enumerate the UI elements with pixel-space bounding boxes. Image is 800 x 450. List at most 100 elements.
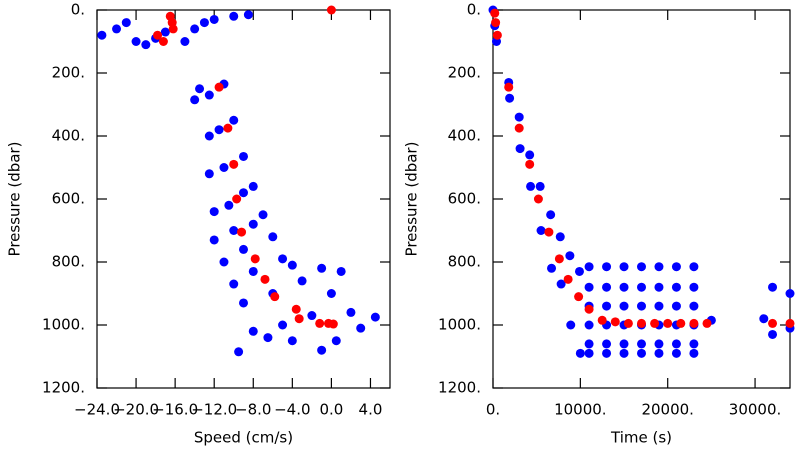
- point: [637, 262, 646, 272]
- point: [268, 232, 278, 242]
- point: [229, 11, 239, 21]
- point: [209, 14, 219, 24]
- point: [689, 301, 699, 311]
- y-tick-label: 400.: [52, 127, 85, 145]
- point: [331, 336, 341, 346]
- point: [619, 348, 629, 358]
- point: [602, 339, 612, 349]
- point: [315, 318, 325, 328]
- point: [491, 18, 501, 28]
- point: [515, 144, 525, 154]
- point: [514, 123, 524, 133]
- point: [563, 274, 573, 284]
- point: [525, 159, 535, 169]
- y-tick-label: 600.: [448, 190, 481, 208]
- point: [204, 90, 214, 100]
- point: [307, 311, 317, 321]
- point: [190, 24, 200, 34]
- point: [650, 318, 660, 328]
- point: [248, 326, 258, 336]
- point: [250, 254, 260, 264]
- point: [270, 292, 280, 302]
- point: [317, 263, 327, 273]
- x-axis-label: Time (s): [610, 429, 672, 447]
- point: [214, 82, 224, 92]
- point: [294, 314, 304, 324]
- y-tick-label: 200.: [52, 64, 85, 82]
- point: [223, 123, 233, 133]
- x-axis-label: Speed (cm/s): [194, 429, 293, 447]
- y-tick-label: 600.: [52, 190, 85, 208]
- point: [490, 8, 500, 18]
- point: [526, 181, 536, 191]
- x-tick-label: −8.0: [235, 401, 271, 419]
- point: [239, 188, 248, 198]
- x-tick-label: 4.0: [359, 401, 383, 419]
- point: [291, 304, 301, 314]
- point: [689, 318, 699, 328]
- point: [248, 181, 258, 191]
- point: [602, 262, 612, 272]
- x-tick-label: 0.0: [319, 401, 343, 419]
- point: [575, 348, 585, 358]
- x-tick-label: 20000.: [641, 401, 694, 419]
- point: [239, 244, 248, 254]
- point: [602, 348, 612, 358]
- point: [535, 181, 545, 191]
- point: [514, 112, 524, 122]
- point: [237, 227, 247, 237]
- point: [180, 37, 190, 46]
- y-tick-label: 200.: [448, 64, 481, 82]
- point: [232, 194, 242, 204]
- point: [637, 301, 646, 311]
- point: [556, 279, 566, 289]
- point: [671, 339, 681, 349]
- point: [623, 318, 633, 328]
- point: [637, 282, 646, 292]
- point: [239, 151, 248, 161]
- point: [219, 163, 229, 172]
- point: [768, 282, 778, 292]
- point: [654, 282, 664, 292]
- point: [204, 169, 214, 179]
- point: [97, 30, 107, 40]
- point: [610, 317, 620, 327]
- y-tick-label: 1000.: [438, 316, 481, 334]
- point: [195, 84, 205, 94]
- point: [263, 333, 273, 343]
- point: [584, 339, 594, 349]
- point: [336, 266, 346, 276]
- y-axis-label: Pressure (dbar): [403, 142, 421, 257]
- point: [689, 339, 699, 349]
- point: [287, 336, 297, 346]
- point: [209, 235, 219, 245]
- point: [219, 257, 229, 267]
- point: [243, 10, 253, 20]
- point: [759, 314, 769, 324]
- point: [768, 329, 778, 339]
- point: [689, 262, 699, 272]
- point: [278, 254, 288, 264]
- point: [574, 266, 584, 276]
- point: [544, 227, 554, 237]
- point: [121, 18, 131, 28]
- point: [547, 263, 557, 273]
- point: [584, 282, 594, 292]
- point: [326, 289, 336, 298]
- point: [190, 95, 200, 105]
- point: [533, 194, 543, 204]
- x-tick-label: 0.: [486, 401, 500, 419]
- point: [248, 266, 258, 276]
- point: [229, 279, 239, 289]
- point: [546, 210, 556, 220]
- point: [671, 262, 681, 272]
- point: [602, 282, 612, 292]
- point: [239, 298, 248, 308]
- point: [565, 251, 575, 261]
- point: [584, 348, 594, 358]
- point: [278, 320, 288, 330]
- x-tick-label: −12.0: [191, 401, 237, 419]
- point: [671, 348, 681, 358]
- point: [663, 318, 673, 328]
